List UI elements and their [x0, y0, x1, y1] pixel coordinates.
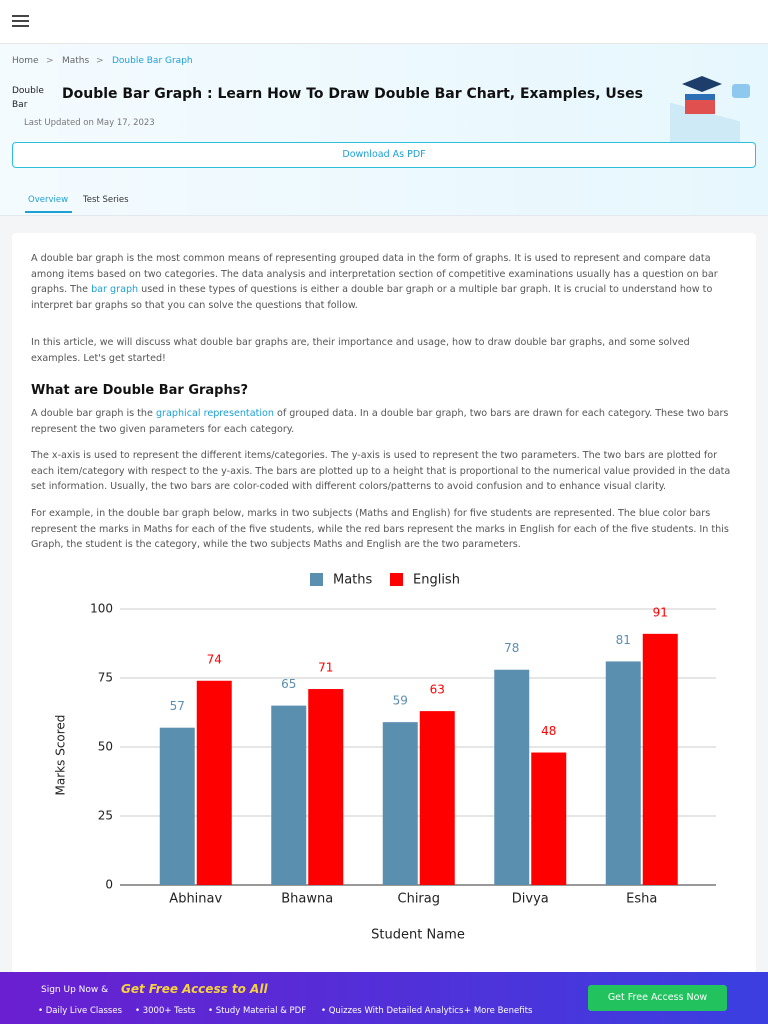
legend-swatch	[310, 573, 323, 586]
updated: Last Updated on May 17, 2023	[24, 118, 155, 128]
data-label: 63	[430, 683, 445, 697]
bar	[382, 722, 418, 885]
bar	[196, 680, 232, 885]
tab[interactable]: Overview	[28, 195, 69, 205]
link[interactable]: graphical representation	[155, 408, 274, 419]
bar	[159, 727, 195, 885]
paragraph: A double bar graph is the most common me…	[31, 251, 737, 313]
breadcrumb[interactable]: Home	[12, 56, 39, 66]
banner-lead: Sign Up Now &	[41, 985, 109, 995]
banner-bullet: • 3000+ Tests	[135, 1006, 196, 1016]
separator: >	[46, 56, 54, 66]
bar	[419, 711, 455, 885]
separator: >	[96, 56, 104, 66]
menu-icon[interactable]	[12, 15, 29, 28]
data-label: 59	[393, 694, 408, 708]
paragraph: In this article, we will discuss what do…	[31, 337, 690, 364]
banner-bullet: • Quizzes With Detailed Analytics	[321, 1006, 464, 1016]
bullet-text: Study Material & PDF	[215, 1006, 307, 1016]
data-label: 48	[541, 724, 556, 738]
bar	[271, 705, 307, 885]
y-tick-label: 50	[98, 740, 113, 754]
section-heading: What are Double Bar Graphs?	[31, 383, 249, 398]
x-tick-label: Chirag	[398, 892, 441, 907]
banner-highlight: Get Free Access to All	[121, 982, 268, 996]
data-label: 78	[504, 641, 519, 655]
legend-swatch	[390, 573, 403, 586]
breadcrumb[interactable]: Double Bar Graph	[112, 56, 193, 66]
download-label: Download As PDF	[342, 149, 426, 160]
chart: Student Name Marks Scored 0 25 50 75 100 Math…	[54, 573, 716, 943]
bar	[494, 669, 530, 885]
x-tick-label: Esha	[626, 892, 657, 907]
download-button[interactable]: Download As PDF	[12, 142, 756, 168]
data-label: 81	[616, 633, 631, 647]
data-label: 71	[318, 661, 333, 675]
bullet-text: 3000+ Tests	[142, 1006, 196, 1016]
x-tick-label: Abhinav	[169, 892, 222, 907]
paragraph: The x-axis is used to represent the diff…	[31, 450, 731, 492]
data-label: 57	[170, 699, 185, 713]
header	[0, 0, 768, 44]
text: of grouped data. In a double bar graph, …	[31, 408, 729, 435]
x-tick-label: Bhawna	[281, 892, 333, 907]
breadcrumb[interactable]: Maths	[62, 56, 90, 66]
paragraph: A double bar graph is the graphical repr…	[31, 406, 737, 437]
banner-bullet: • Study Material & PDF	[208, 1006, 307, 1016]
y-tick-label: 0	[105, 878, 113, 892]
data-label: 65	[281, 677, 296, 691]
legend-label: English	[413, 573, 460, 588]
tab-indicator	[25, 211, 72, 213]
bar	[605, 661, 641, 885]
data-label: 91	[653, 605, 668, 619]
y-tick-label: 75	[98, 671, 113, 685]
text: A double bar graph is the most common me…	[31, 253, 718, 295]
text: used in these types of questions is eith…	[31, 284, 713, 311]
bar	[531, 752, 567, 885]
x-axis-title: Student Name	[371, 928, 465, 943]
page-title: Double Bar Graph : Learn How To Draw Dou…	[62, 86, 643, 102]
text: A double bar graph is the	[31, 408, 156, 419]
y-axis-title: Marks Scored	[54, 715, 68, 796]
y-tick-label: 25	[98, 809, 113, 823]
banner-bullet: + More Benefits	[464, 1006, 533, 1016]
tab[interactable]: Test Series	[83, 195, 129, 205]
paragraph: For example, in the double bar graph bel…	[31, 508, 729, 550]
bullet-text: Quizzes With Detailed Analytics	[328, 1006, 464, 1016]
data-label: 74	[207, 652, 222, 666]
bar	[308, 689, 344, 885]
legend-label: Maths	[333, 573, 373, 588]
y-tick-label: 100	[90, 602, 113, 616]
banner-bullet: • Daily Live Classes	[38, 1006, 123, 1016]
bullet-text: Daily Live Classes	[45, 1006, 123, 1016]
image-alt: Double Bar	[12, 86, 44, 110]
cta-button[interactable]: Get Free Access Now	[588, 985, 727, 1011]
hero	[0, 44, 768, 216]
bar	[642, 633, 678, 885]
x-tick-label: Divya	[512, 892, 549, 907]
link[interactable]: bar graph	[91, 284, 139, 295]
